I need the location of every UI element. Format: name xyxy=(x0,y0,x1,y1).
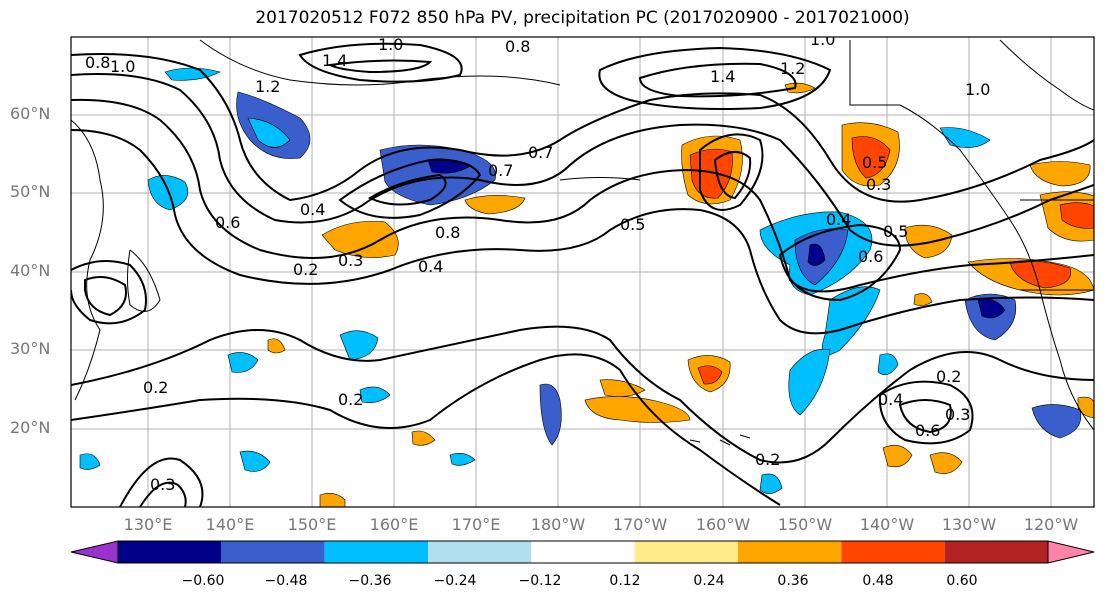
colorbar-segment xyxy=(944,541,1048,563)
contour-label: 0.7 xyxy=(488,161,513,180)
colorbar-segment xyxy=(634,541,738,563)
colorbar-segment xyxy=(118,541,222,563)
contour-label: 0.3 xyxy=(150,475,175,494)
colorbar-segment xyxy=(221,541,325,563)
colorbar-tick: 0.12 xyxy=(609,573,641,589)
colorbar-extend-low xyxy=(70,540,119,564)
lon-label-160e: 160°E xyxy=(369,515,419,534)
colorbar-tick: 0.24 xyxy=(693,573,725,589)
colorbar-segment xyxy=(738,541,842,563)
lon-label-180w: 180°W xyxy=(530,515,586,534)
colorbar-tick: −0.60 xyxy=(181,573,225,589)
lon-label-170e: 170°E xyxy=(451,515,501,534)
lat-label-20n: 20°N xyxy=(10,418,51,437)
contour-label: 0.7 xyxy=(528,143,553,162)
colorbar-tick: −0.12 xyxy=(518,573,562,589)
lat-label-50n: 50°N xyxy=(10,182,51,201)
lat-label-60n: 60°N xyxy=(10,104,51,123)
colorbar-segment xyxy=(531,541,635,563)
contour-label: 1.0 xyxy=(965,80,990,99)
contour-label: 0.6 xyxy=(858,247,883,266)
colorbar-segment xyxy=(428,541,532,563)
contour-label: 1.0 xyxy=(110,57,135,76)
contour-label: 1.0 xyxy=(810,30,835,49)
contour-label: 0.2 xyxy=(143,378,168,397)
lon-label-130e: 130°E xyxy=(123,515,173,534)
colorbar-tick: 0.48 xyxy=(862,573,894,589)
contour-label: 0.5 xyxy=(620,215,645,234)
contour-label: 0.2 xyxy=(755,450,780,469)
contour-label: 1.4 xyxy=(710,67,735,86)
lon-label-150w: 150°W xyxy=(777,515,833,534)
colorbar-tick: 0.60 xyxy=(946,573,978,589)
lon-label-150e: 150°E xyxy=(287,515,337,534)
lat-label-30n: 30°N xyxy=(10,339,51,358)
colorbar-segment xyxy=(324,541,428,563)
graticule xyxy=(71,37,1094,507)
contour-label: 0.6 xyxy=(915,421,940,440)
contour-label: 0.2 xyxy=(936,367,961,386)
contour-label: 1.4 xyxy=(322,51,347,70)
contour-label: 0.4 xyxy=(878,390,903,409)
lon-label-140e: 140°E xyxy=(205,515,255,534)
pv-contours xyxy=(71,42,1094,507)
colorbar-segment xyxy=(841,541,945,563)
contour-label: 0.4 xyxy=(300,200,325,219)
map-frame xyxy=(70,36,1095,508)
contour-label: 0.2 xyxy=(338,390,363,409)
contour-label: 1.0 xyxy=(378,35,403,54)
contour-labels: 0.8 1.0 1.4 1.0 0.8 1.0 1.4 1.2 1.0 1.2 … xyxy=(85,30,990,494)
contour-label: 1.2 xyxy=(780,59,805,78)
map-title: 2017020512 F072 850 hPa PV, precipitatio… xyxy=(255,8,910,28)
lon-label-130w: 130°W xyxy=(941,515,997,534)
coastlines xyxy=(71,39,1094,446)
colorbar xyxy=(70,540,1095,564)
map-area: 0.8 1.0 1.4 1.0 0.8 1.0 1.4 1.2 1.0 1.2 … xyxy=(71,30,1094,507)
contour-label: 0.8 xyxy=(435,223,460,242)
colorbar-tick: −0.36 xyxy=(348,573,392,589)
contour-label: 0.3 xyxy=(338,251,363,270)
contour-label: 0.3 xyxy=(866,175,891,194)
contour-label: 0.6 xyxy=(215,213,240,232)
contour-label: 0.4 xyxy=(826,210,851,229)
contour-label: 0.5 xyxy=(862,153,887,172)
precip-positive-anomalies xyxy=(267,82,1094,507)
colorbar-frame xyxy=(117,540,1049,564)
contour-label: 0.5 xyxy=(883,222,908,241)
contour-label: 0.4 xyxy=(418,257,443,276)
contour-label: 1.2 xyxy=(255,77,280,96)
contour-label: 0.8 xyxy=(505,37,530,56)
lon-label-170w: 170°W xyxy=(612,515,668,534)
contour-label: 0.3 xyxy=(945,405,970,424)
contour-label: 0.2 xyxy=(293,260,318,279)
colorbar-tick: −0.48 xyxy=(264,573,308,589)
lon-label-120w: 120°W xyxy=(1023,515,1079,534)
lon-label-140w: 140°W xyxy=(859,515,915,534)
colorbar-tick: 0.36 xyxy=(777,573,809,589)
lat-label-40n: 40°N xyxy=(10,261,51,280)
colorbar-extend-high xyxy=(1047,540,1095,564)
colorbar-tick: −0.24 xyxy=(433,573,477,589)
contour-label: 0.8 xyxy=(85,53,110,72)
lon-label-160w: 160°W xyxy=(695,515,751,534)
